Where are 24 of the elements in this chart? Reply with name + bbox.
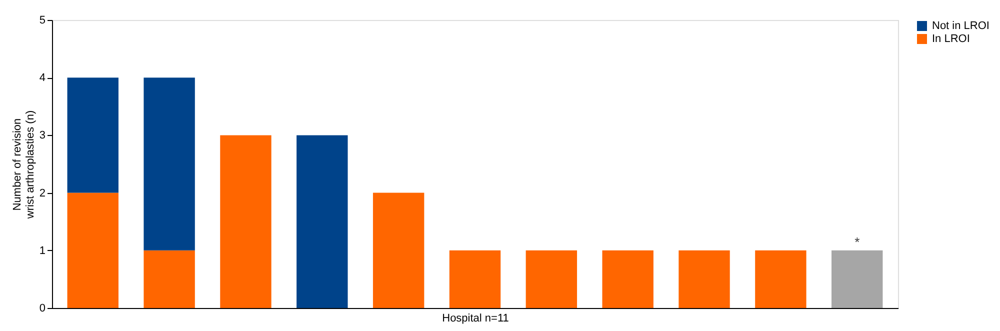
bar — [832, 250, 883, 308]
bar — [372, 192, 424, 308]
bar — [449, 250, 501, 308]
y-tick-label: 1 — [39, 244, 46, 257]
y-axis-title: Number of revision wrist arthroplasties (n) — [11, 110, 36, 220]
bar — [526, 250, 578, 308]
bar — [220, 135, 272, 308]
legend-label: In LROI — [932, 33, 970, 45]
y-tick-label: 3 — [39, 130, 46, 142]
bar — [602, 250, 654, 308]
y-tick-label: 0 — [39, 302, 46, 314]
bar — [67, 78, 118, 193]
bar — [144, 250, 195, 308]
y-tick-label: 5 — [39, 14, 46, 26]
x-axis-title: Hospital n=11 — [442, 312, 509, 324]
annotation: * — [854, 234, 860, 250]
bar — [67, 192, 118, 308]
bar — [755, 250, 806, 308]
bar — [678, 250, 730, 308]
legend-label: Not in LROI — [932, 20, 990, 32]
y-tick-label: 4 — [39, 72, 46, 84]
y-tick-label: 2 — [39, 187, 46, 200]
bar — [144, 78, 195, 250]
bar — [296, 135, 348, 308]
